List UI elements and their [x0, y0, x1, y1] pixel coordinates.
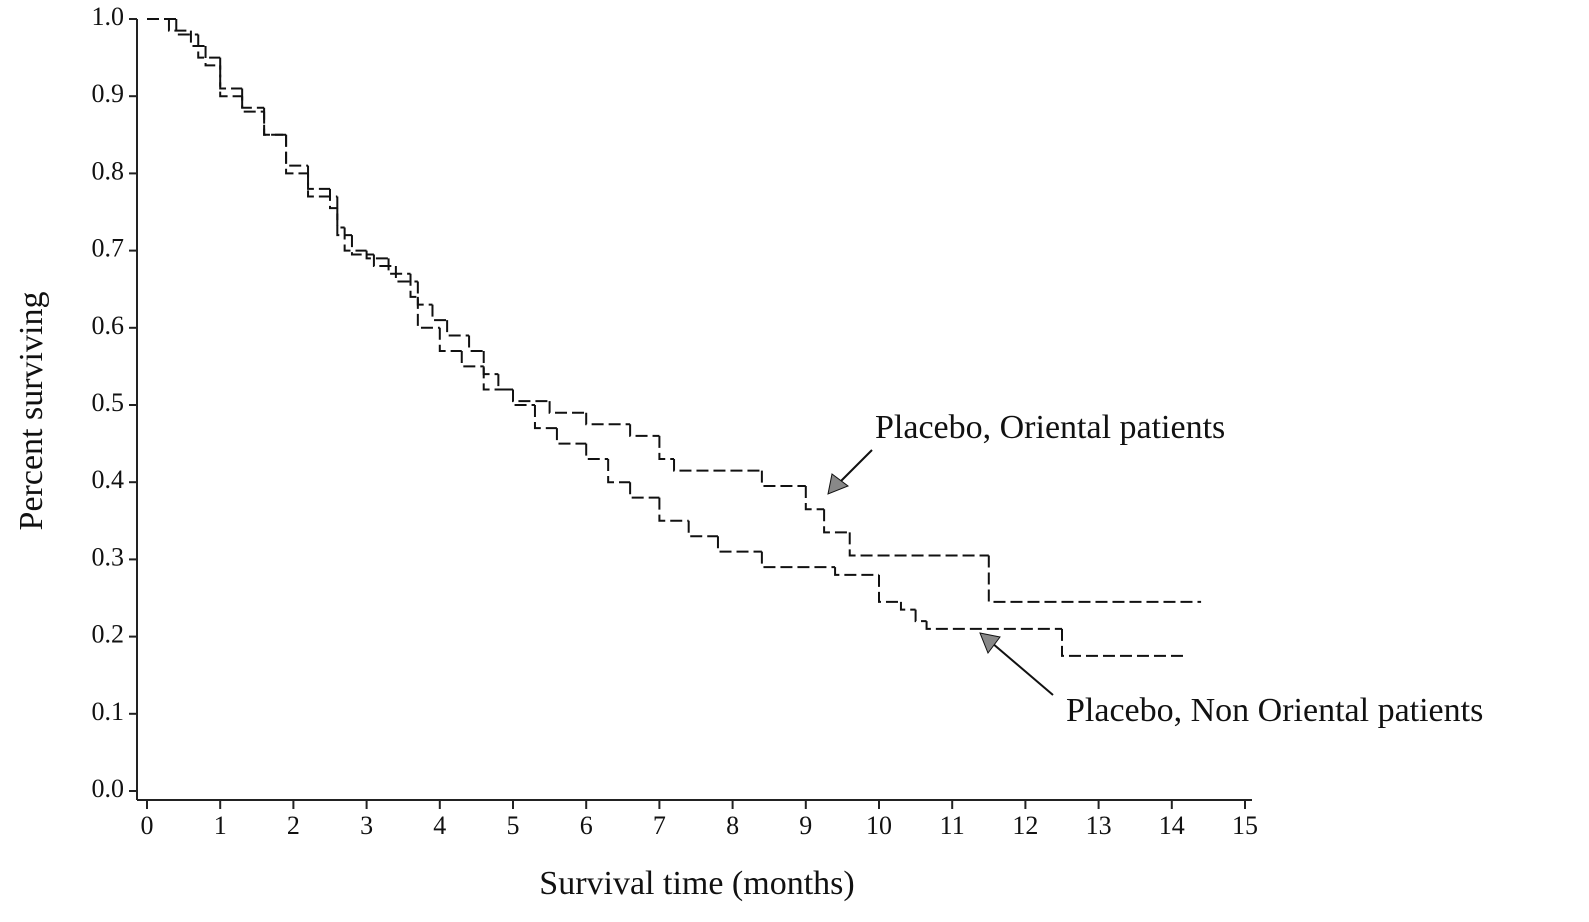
survival-step: [416, 281, 433, 306]
y-tick-label: 0.9: [92, 79, 125, 108]
x-tick-label: 11: [940, 811, 965, 840]
x-tick-label: 8: [726, 811, 739, 840]
survival-step: [760, 470, 806, 488]
survival-step: [343, 227, 367, 252]
survival-step: [914, 609, 927, 623]
survival-step: [350, 235, 374, 256]
annotation: Placebo, Non Oriental patients: [1066, 692, 1483, 729]
arrow-head: [827, 473, 850, 495]
survival-step: [372, 254, 396, 268]
survival-step: [409, 273, 418, 298]
survival-step: [834, 567, 879, 576]
survival-step: [285, 134, 309, 175]
x-tick-label: 13: [1086, 811, 1112, 840]
survival-step: [512, 389, 550, 403]
x-tick-label: 10: [866, 811, 892, 840]
survival-step: [823, 509, 850, 534]
survival-step: [329, 188, 338, 210]
survival-step: [285, 134, 309, 167]
survival-step: [673, 459, 762, 472]
arrow-head: [979, 632, 1001, 655]
survival-step: [899, 601, 916, 611]
survival-step: [241, 88, 265, 109]
y-tick-label: 0.3: [92, 542, 125, 571]
survival-step: [365, 250, 389, 260]
survival-step: [468, 335, 484, 352]
survival-step: [497, 374, 513, 391]
survival-step: [804, 486, 825, 511]
survival-step: [263, 111, 287, 136]
survival-step: [629, 482, 660, 499]
survival-step: [204, 46, 221, 67]
survival-step: [197, 34, 221, 59]
survival-step: [716, 536, 762, 553]
survival-step: [512, 389, 535, 406]
survival-step: [336, 196, 345, 229]
x-tick-label: 7: [653, 811, 666, 840]
survival-step: [307, 165, 330, 190]
x-tick-label: 6: [580, 811, 593, 840]
survival-step: [687, 520, 718, 538]
x-tick-label: 12: [1012, 811, 1038, 840]
y-tick-label: 0.4: [92, 465, 125, 494]
survival-step: [585, 412, 631, 426]
y-tick-label: 0.1: [92, 697, 125, 726]
survival-step: [263, 107, 287, 136]
x-axis-label: Survival time (months): [539, 865, 854, 902]
x-tick-label: 4: [433, 811, 446, 840]
x-tick-label: 14: [1159, 811, 1185, 840]
survival-step: [482, 350, 499, 376]
x-tick-label: 15: [1232, 811, 1258, 840]
survival-step: [533, 405, 557, 430]
survival-step: [189, 30, 206, 48]
survival-step: [658, 435, 675, 461]
survival-step: [482, 366, 513, 391]
survival-step: [394, 266, 418, 283]
x-tick-label: 5: [507, 811, 520, 840]
survival-step: [760, 551, 836, 569]
arrow: [837, 449, 873, 485]
survival-step: [658, 497, 689, 522]
arrow: [991, 642, 1054, 696]
survival-step: [387, 258, 411, 275]
survival-step: [925, 621, 1062, 630]
survival-step: [848, 532, 989, 557]
y-axis-label: Percent surviving: [13, 292, 50, 531]
survival-step: [175, 19, 199, 36]
survival-step: [446, 320, 470, 337]
x-tick-label: 2: [287, 811, 300, 840]
survival-step: [438, 327, 462, 352]
survival-step: [585, 443, 609, 461]
survival-step: [460, 350, 484, 368]
survival-step: [629, 424, 660, 437]
x-tick-label: 9: [799, 811, 812, 840]
x-tick-label: 0: [141, 811, 154, 840]
y-tick-label: 0.6: [92, 311, 125, 340]
survival-step: [431, 304, 448, 322]
survival-step: [167, 19, 191, 32]
y-tick-label: 1.0: [92, 2, 125, 31]
survival-step: [555, 428, 587, 445]
y-tick-label: 0.2: [92, 620, 125, 649]
survival-step: [987, 555, 1202, 603]
y-tick-label: 0.5: [92, 388, 125, 417]
survival-step: [1061, 628, 1187, 657]
survival-step: [307, 173, 338, 198]
survival-step: [548, 401, 587, 414]
survival-step: [219, 57, 243, 98]
annotation: Placebo, Oriental patients: [875, 409, 1225, 446]
survival-step: [219, 65, 243, 90]
survival-step: [607, 459, 631, 484]
x-tick-label: 1: [214, 811, 227, 840]
y-tick-label: 0.0: [92, 774, 125, 803]
survival-step: [241, 96, 265, 113]
survival-step: [878, 574, 901, 603]
y-tick-label: 0.7: [92, 234, 125, 263]
survival-step: [416, 296, 440, 329]
y-tick-label: 0.8: [92, 156, 125, 185]
x-tick-label: 3: [360, 811, 373, 840]
